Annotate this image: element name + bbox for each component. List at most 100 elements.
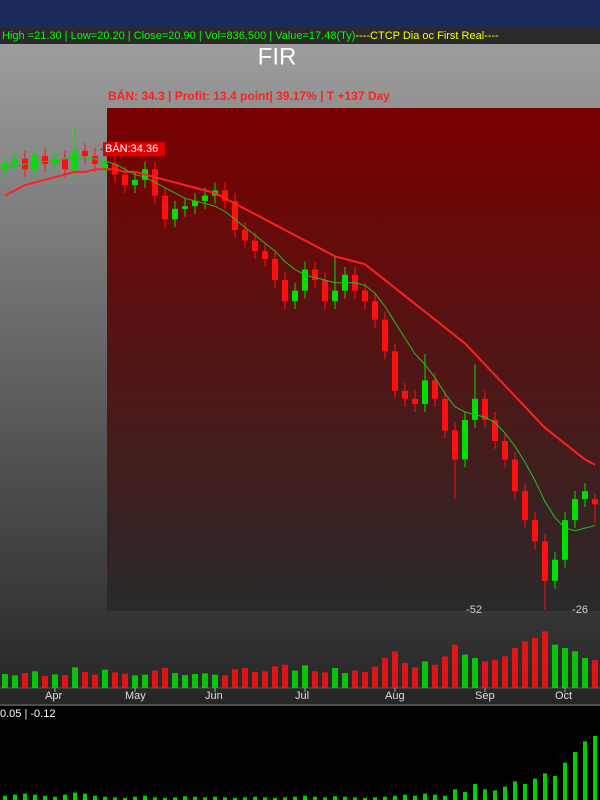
x-tick-label: Sep [475,690,495,702]
volume-bar [502,656,508,688]
indicator-bar [353,797,357,800]
candle-body [462,419,468,460]
volume-bar [252,672,258,688]
indicator-panel [0,706,600,800]
volume-bar [112,672,118,688]
indicator-bar [283,797,287,800]
volume-bar [482,661,488,688]
volume-bar [142,674,148,688]
indicator-bar [323,797,327,800]
volume-bar [122,673,128,688]
candle-body [32,156,38,170]
candle-body [172,208,178,220]
candle-body [102,164,108,170]
volume-bar [372,666,378,688]
indicator-bar [403,794,407,800]
candle-body [332,290,338,302]
indicator-bar [93,795,97,800]
candle-body [392,351,398,391]
indicator-bar [303,795,307,800]
volume-bar [322,672,328,688]
volume-bar [172,673,178,688]
candle-body [272,258,278,281]
indicator-bar [193,796,197,800]
indicator-bar [163,797,167,800]
indicator-bar [383,796,387,800]
indicator-bar [143,795,147,800]
volume-bar [2,674,8,688]
volume-bar [12,675,18,688]
volume-bar [202,673,208,688]
candle-body [412,398,418,405]
chart-title: FIR [258,43,297,70]
volume-bar [162,667,168,688]
candle-body [532,520,538,542]
x-tick-label: Jul [295,690,309,702]
indicator-bar [73,792,77,800]
indicator-bar [533,778,537,800]
annotation: -52 [466,604,482,616]
volume-bar [292,670,298,688]
candle-body [62,158,68,170]
volume-bar [222,675,228,688]
volume-bar [452,644,458,688]
indicator-bar [563,762,567,800]
sell-label-bg [103,142,165,157]
volume-bar [542,631,548,688]
sell-label: BÁN:34.36 [105,142,158,155]
indicator-bar [333,796,337,800]
indicator-bar [313,796,317,800]
volume-bar [382,658,388,688]
candle-body [292,290,298,302]
indicator-bar [343,796,347,800]
volume-bar [422,661,428,688]
candle-body [232,200,238,230]
indicator-bar [173,797,177,800]
volume-bar [312,671,318,688]
candle-body [482,398,488,420]
candle-body [182,206,188,209]
candle-body [122,174,128,186]
top-bar [0,0,600,28]
volume-bar [402,663,408,688]
x-tick-label: Jun [205,690,223,702]
volume-bar [72,667,78,688]
volume-bar [522,641,528,688]
candle-body [552,559,558,581]
indicator-bar [573,752,577,800]
indicator-bar [273,797,277,800]
candle-body [162,195,168,220]
volume-bar [392,651,398,688]
candle-body [262,251,268,259]
candle-body [312,269,318,281]
candle-body [382,319,388,352]
candle-body [452,430,458,460]
volume-bar [432,664,438,688]
candle-body [582,491,588,500]
candle-body [492,419,498,442]
indicator-bar [243,797,247,800]
indicator-bar [133,796,137,800]
indicator-bar [483,789,487,800]
volume-bar [32,671,38,688]
volume-bar [62,675,68,688]
x-tick-label: Aug [385,690,405,702]
volume-bar [412,667,418,688]
indicator-bar [593,736,597,800]
candle-body [132,179,138,186]
indicator-bar [33,794,37,800]
candle-body [282,280,288,302]
volume-bar [262,671,268,688]
volume-bar [182,675,188,688]
indicator-bar [53,796,57,800]
volume-bar [102,669,108,688]
indicator-bar [183,796,187,800]
indicator-bar [543,773,547,800]
indicator-bar [253,796,257,800]
volume-bar [512,648,518,688]
indicator-bar [583,741,587,800]
candle-body [502,441,508,460]
volume-bar [592,660,598,688]
moving-average [5,158,596,532]
candle-body [222,190,228,201]
